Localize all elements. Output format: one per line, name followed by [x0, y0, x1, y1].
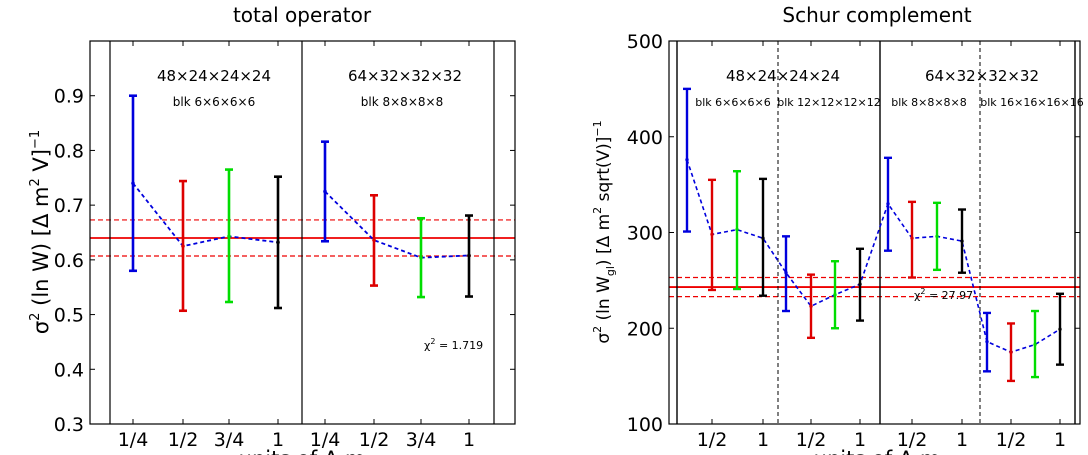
y-tick-label: 0.4	[54, 359, 84, 381]
y-tick-label: 0.9	[54, 86, 84, 108]
x-tick-label: 3/4	[214, 429, 245, 451]
group-label: 64×32×32×32	[925, 67, 1039, 85]
x-tick-label: 3/4	[406, 429, 437, 451]
data-point	[910, 236, 914, 240]
x-axis-label: units of Δ m	[239, 447, 366, 455]
data-point	[227, 234, 231, 239]
data-point	[886, 202, 890, 206]
data-point	[685, 158, 689, 162]
data-point	[935, 234, 939, 239]
data-point	[960, 239, 964, 243]
data-point	[372, 238, 376, 242]
data-point	[1058, 327, 1062, 331]
x-axis-label: units of Δ m	[814, 447, 941, 455]
data-point	[710, 232, 714, 237]
block-label: blk 16×16×16×16	[980, 96, 1084, 109]
block-label: blk 8×8×8×8	[361, 95, 443, 109]
block-label: blk 8×8×8×8	[891, 96, 967, 109]
x-tick-label: 1	[463, 429, 475, 451]
block-label: blk 6×6×6×6	[173, 95, 255, 109]
series-connector	[132, 182, 279, 248]
y-axis-label: σ2 (ln W) [Δ m2 V]−1	[28, 130, 53, 334]
data-point	[276, 240, 280, 245]
y-tick-label: 0.6	[54, 250, 84, 272]
data-point	[735, 227, 739, 232]
data-point	[467, 253, 471, 258]
y-tick-label: 100	[627, 414, 663, 436]
data-point	[1009, 350, 1013, 354]
x-tick-label: 1	[854, 429, 866, 451]
chart-title: Schur complement	[782, 3, 971, 27]
data-point	[1033, 342, 1037, 347]
y-tick-label: 0.7	[54, 195, 84, 217]
x-tick-label: 1/4	[310, 429, 341, 451]
y-tick-label: 0.5	[54, 305, 84, 327]
chi-squared-label: χ2 = 27.97	[914, 287, 973, 302]
y-tick-label: 400	[627, 127, 663, 149]
x-tick-label: 1/2	[897, 429, 928, 451]
x-tick-label: 1	[1054, 429, 1066, 451]
x-tick-label: 1	[272, 429, 284, 451]
series-connector	[686, 159, 1061, 354]
data-point	[323, 189, 327, 194]
y-tick-label: 0.3	[54, 414, 84, 436]
x-tick-label: 1	[956, 429, 968, 451]
block-label: blk 12×12×12×12	[777, 96, 881, 109]
x-tick-label: 1/2	[996, 429, 1027, 451]
plot-frame	[89, 40, 516, 425]
x-tick-label: 1/4	[118, 429, 149, 451]
series-connector	[324, 190, 470, 259]
data-point	[809, 304, 813, 308]
data-point	[985, 339, 989, 344]
data-point	[784, 271, 788, 275]
group-label: 48×24×24×24	[157, 67, 271, 85]
x-tick-label: 1/2	[359, 429, 390, 451]
x-tick-label: 1/2	[697, 429, 728, 451]
chart-title: total operator	[233, 3, 372, 27]
group-label: 64×32×32×32	[348, 67, 462, 85]
chart-schur-complement: 100 200 300 400 500 1/2 1 1/2 1 1/2 1 1/2 1 Schur com…	[591, 3, 1084, 455]
data-point	[833, 293, 837, 297]
x-tick-label: 1/2	[796, 429, 827, 451]
x-tick-label: 1/2	[168, 429, 199, 451]
chart-total-operator: 0.3 0.4 0.5 0.6 0.7 0.8 0.9 1/4 1/2 3/4 1 1/4 1/2 3/4…	[28, 3, 516, 455]
x-tick-label: 1	[757, 429, 769, 451]
block-label: blk 6×6×6×6	[695, 96, 771, 109]
chi-squared-label: χ2 = 1.719	[424, 337, 483, 352]
group-label: 48×24×24×24	[726, 67, 840, 85]
data-point	[419, 255, 423, 260]
y-tick-label: 500	[627, 31, 663, 53]
y-tick-label: 0.8	[54, 140, 84, 162]
data-point	[131, 181, 135, 186]
data-point	[858, 282, 862, 286]
data-point	[761, 236, 765, 240]
y-axis-label: σ2 (ln Wgl) [Δ m2 sqrt(V)]−1	[591, 120, 617, 343]
data-point	[181, 244, 185, 248]
y-tick-label: 300	[627, 223, 663, 245]
y-tick-label: 200	[627, 318, 663, 340]
